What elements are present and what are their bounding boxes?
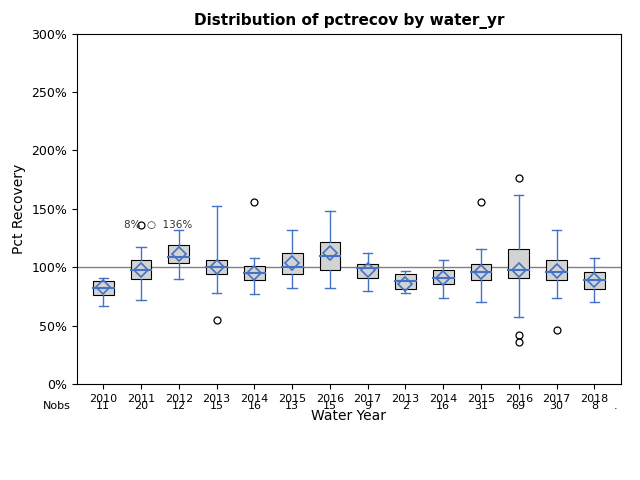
- Bar: [319, 241, 340, 270]
- Bar: [282, 253, 303, 274]
- X-axis label: Water Year: Water Year: [311, 409, 387, 423]
- Text: Nobs: Nobs: [42, 401, 70, 410]
- Text: .: .: [613, 401, 617, 410]
- Y-axis label: Pct Recovery: Pct Recovery: [12, 164, 26, 254]
- Bar: [93, 281, 114, 295]
- Bar: [508, 249, 529, 278]
- Text: 30: 30: [550, 401, 564, 410]
- Text: 16: 16: [436, 401, 451, 410]
- Text: 31: 31: [474, 401, 488, 410]
- Bar: [357, 264, 378, 278]
- Text: 9: 9: [364, 401, 371, 410]
- Text: 15: 15: [209, 401, 223, 410]
- Text: 20: 20: [134, 401, 148, 410]
- Bar: [584, 272, 605, 289]
- Bar: [168, 245, 189, 263]
- Bar: [395, 274, 416, 289]
- Bar: [244, 266, 265, 280]
- Bar: [433, 270, 454, 284]
- Text: 2: 2: [402, 401, 409, 410]
- Text: 8%  ○  136%: 8% ○ 136%: [124, 220, 192, 230]
- Text: 8: 8: [591, 401, 598, 410]
- Bar: [470, 264, 492, 280]
- Title: Distribution of pctrecov by water_yr: Distribution of pctrecov by water_yr: [193, 13, 504, 29]
- Text: 16: 16: [247, 401, 261, 410]
- Bar: [546, 260, 567, 280]
- Text: 15: 15: [323, 401, 337, 410]
- Text: 11: 11: [96, 401, 110, 410]
- Bar: [206, 260, 227, 274]
- Bar: [131, 260, 152, 279]
- Text: 69: 69: [512, 401, 526, 410]
- Text: 12: 12: [172, 401, 186, 410]
- Text: 13: 13: [285, 401, 299, 410]
